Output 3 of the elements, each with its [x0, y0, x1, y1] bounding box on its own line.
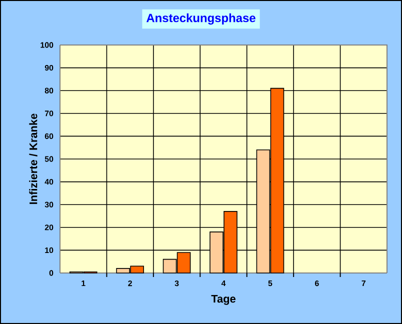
y-axis-title: Infizierte / Kranke [29, 114, 38, 204]
chart-title: Ansteckungsphase [146, 13, 256, 25]
x-axis-title: Tage [211, 295, 236, 305]
